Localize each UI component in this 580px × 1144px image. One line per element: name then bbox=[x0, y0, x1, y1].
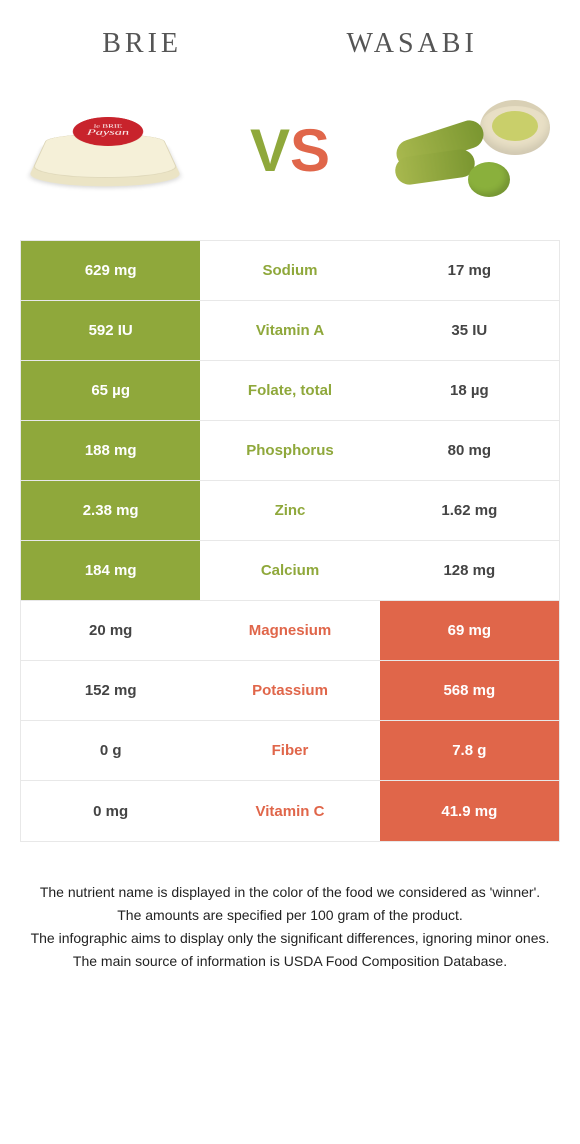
nutrient-name: Calcium bbox=[200, 541, 379, 600]
table-row: 0 mgVitamin C41.9 mg bbox=[21, 781, 559, 841]
left-value: 0 g bbox=[21, 721, 200, 780]
left-value: 629 mg bbox=[21, 241, 200, 300]
table-row: 188 mgPhosphorus80 mg bbox=[21, 421, 559, 481]
nutrient-name: Folate, total bbox=[200, 361, 379, 420]
right-value: 568 mg bbox=[380, 661, 559, 720]
left-value: 592 IU bbox=[21, 301, 200, 360]
right-value: 18 µg bbox=[380, 361, 559, 420]
nutrient-name: Fiber bbox=[200, 721, 379, 780]
right-value: 41.9 mg bbox=[380, 781, 559, 841]
brie-label-bottom: Paysan bbox=[86, 129, 129, 137]
table-row: 2.38 mgZinc1.62 mg bbox=[21, 481, 559, 541]
left-value: 20 mg bbox=[21, 601, 200, 660]
nutrient-name: Sodium bbox=[200, 241, 379, 300]
right-value: 7.8 g bbox=[380, 721, 559, 780]
nutrient-name: Phosphorus bbox=[200, 421, 379, 480]
nutrient-name: Magnesium bbox=[200, 601, 379, 660]
left-value: 0 mg bbox=[21, 781, 200, 841]
left-food-title: BRIE bbox=[102, 28, 182, 60]
table-row: 65 µgFolate, total18 µg bbox=[21, 361, 559, 421]
left-value: 152 mg bbox=[21, 661, 200, 720]
right-value: 17 mg bbox=[380, 241, 559, 300]
comparison-table: 629 mgSodium17 mg592 IUVitamin A35 IU65 … bbox=[20, 240, 560, 842]
footer-line-3: The infographic aims to display only the… bbox=[30, 928, 550, 949]
vs-s-letter: S bbox=[290, 117, 330, 184]
table-row: 184 mgCalcium128 mg bbox=[21, 541, 559, 601]
right-value: 80 mg bbox=[380, 421, 559, 480]
left-value: 65 µg bbox=[21, 361, 200, 420]
right-value: 69 mg bbox=[380, 601, 559, 660]
table-row: 592 IUVitamin A35 IU bbox=[21, 301, 559, 361]
right-food-title: WASABI bbox=[346, 28, 477, 60]
table-row: 0 gFiber7.8 g bbox=[21, 721, 559, 781]
nutrient-name: Vitamin A bbox=[200, 301, 379, 360]
footer-notes: The nutrient name is displayed in the co… bbox=[0, 842, 580, 994]
right-value: 128 mg bbox=[380, 541, 559, 600]
left-value: 2.38 mg bbox=[21, 481, 200, 540]
wasabi-image bbox=[390, 90, 550, 210]
brie-image: le BRIE Paysan bbox=[30, 90, 190, 210]
footer-line-4: The main source of information is USDA F… bbox=[30, 951, 550, 972]
left-value: 184 mg bbox=[21, 541, 200, 600]
table-row: 20 mgMagnesium69 mg bbox=[21, 601, 559, 661]
table-row: 152 mgPotassium568 mg bbox=[21, 661, 559, 721]
nutrient-name: Potassium bbox=[200, 661, 379, 720]
header: BRIE WASABI bbox=[0, 0, 580, 70]
footer-line-2: The amounts are specified per 100 gram o… bbox=[30, 905, 550, 926]
nutrient-name: Vitamin C bbox=[200, 781, 379, 841]
images-row: le BRIE Paysan VS bbox=[0, 70, 580, 240]
right-value: 35 IU bbox=[380, 301, 559, 360]
right-value: 1.62 mg bbox=[380, 481, 559, 540]
left-value: 188 mg bbox=[21, 421, 200, 480]
table-row: 629 mgSodium17 mg bbox=[21, 241, 559, 301]
vs-badge: VS bbox=[250, 116, 330, 185]
vs-v-letter: V bbox=[250, 117, 290, 184]
nutrient-name: Zinc bbox=[200, 481, 379, 540]
footer-line-1: The nutrient name is displayed in the co… bbox=[30, 882, 550, 903]
